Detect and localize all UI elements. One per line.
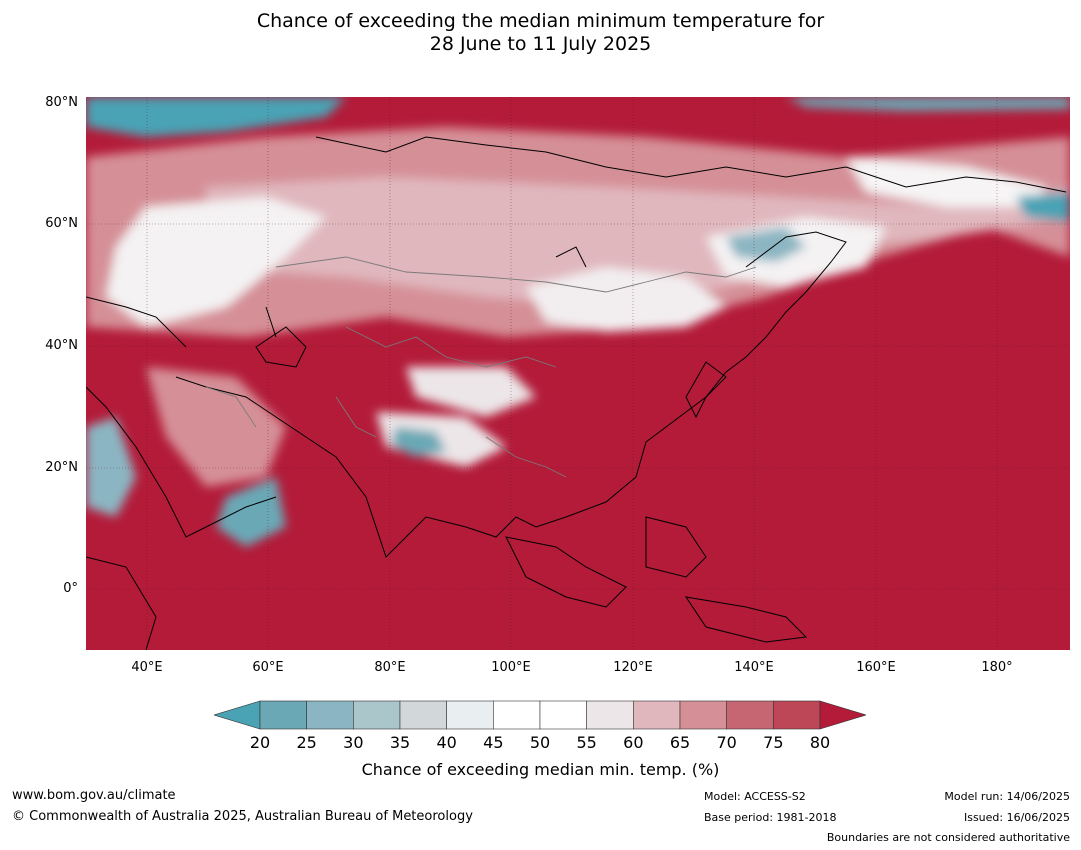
lon-label-80e: 80°E [374,660,406,675]
colorbar [214,700,866,730]
probability-fields [86,97,1070,547]
colorbar-label: Chance of exceeding median min. temp. (%… [361,760,720,779]
colorbar-segment [446,700,494,730]
map-title: Chance of exceeding the median minimum t… [0,10,1081,56]
colorbar-low-arrow [214,700,261,730]
title-line-1: Chance of exceeding the median minimum t… [256,10,825,32]
footer-url[interactable]: www.bom.gov.au/climate [12,788,176,803]
graticule [86,97,1070,650]
colorbar-tick-label: 65 [669,733,691,752]
colorbar-segment [726,700,774,730]
colorbar-tick-label: 50 [529,733,551,752]
lat-label-80n: 80°N [45,95,78,110]
lon-label-140e: 140°E [734,660,774,675]
colorbar-high-arrow [819,700,866,730]
colorbar-segment [586,700,634,730]
lon-label-160e: 160°E [856,660,896,675]
lat-label-equator: 0° [63,581,78,596]
lat-label-20n: 20°N [45,460,78,475]
footer-model: Model: ACCESS-S2 [704,790,806,803]
lat-label-40n: 40°N [45,338,78,353]
title-line-2: 28 June to 11 July 2025 [429,33,652,55]
colorbar-tick-label: 70 [716,733,737,752]
coastlines [85,136,1067,651]
colorbar-tick-label: 45 [483,733,504,752]
colorbar-segment [679,700,727,730]
lon-label-180: 180° [981,660,1013,675]
footer-base-period: Base period: 1981-2018 [704,811,837,824]
footer-issued: Issued: 16/06/2025 [963,811,1070,824]
colorbar-segment [353,700,401,730]
colorbar-segments [259,700,821,730]
map-svg [85,97,1070,651]
colorbar-segment [259,700,307,730]
country-boundaries [205,256,757,478]
lon-label-40e: 40°E [131,660,163,675]
colorbar-tick-label: 60 [623,733,644,752]
colorbar-segment [493,700,541,730]
colorbar-tick-label: 30 [343,733,364,752]
lat-label-60n: 60°N [45,216,78,231]
colorbar-segment [399,700,447,730]
footer-boundaries-note: Boundaries are not considered authoritat… [826,831,1070,844]
lon-label-60e: 60°E [252,660,284,675]
colorbar-tick-label: 75 [763,733,784,752]
footer-model-run: Model run: 14/06/2025 [944,790,1070,803]
colorbar-tick-label: 20 [249,733,271,752]
forecast-map [85,97,1070,651]
colorbar-segment [306,700,354,730]
colorbar-tick-label: 35 [389,733,411,752]
lon-label-120e: 120°E [613,660,653,675]
colorbar-segment [539,700,587,730]
lon-label-100e: 100°E [491,660,531,675]
footer-copyright: © Commonwealth of Australia 2025, Austra… [12,809,473,824]
colorbar-tick-label: 55 [576,733,597,752]
colorbar-tick-label: 25 [296,733,317,752]
colorbar-tick-label: 40 [436,733,457,752]
colorbar-segment [773,700,821,730]
colorbar-segment [633,700,681,730]
colorbar-tick-label: 80 [809,733,831,752]
